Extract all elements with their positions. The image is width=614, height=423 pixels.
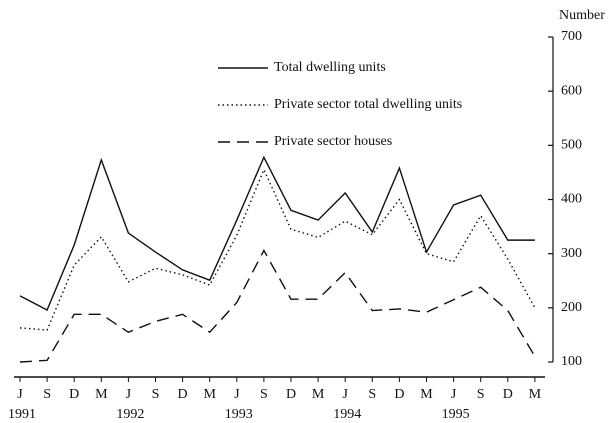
y-tick-label: 500: [561, 138, 582, 153]
x-tick-label: S: [43, 387, 51, 402]
x-tick-label: J: [451, 387, 457, 402]
x-tick-label: D: [286, 387, 296, 402]
y-tick-label: 200: [561, 300, 582, 315]
series-line: [19, 248, 536, 363]
legend-label: Total dwelling units: [274, 60, 386, 75]
x-tick-label: D: [394, 387, 404, 402]
x-tick-label: D: [178, 387, 188, 402]
x-tick-label: J: [126, 387, 132, 402]
y-axis-label: Number: [559, 8, 605, 23]
x-tick-label: S: [260, 387, 268, 402]
y-tick-label: 400: [561, 192, 582, 207]
x-tick-label: M: [95, 387, 108, 402]
series-line: [19, 155, 535, 311]
x-tick-label: J: [234, 387, 240, 402]
x-tick-label: J: [17, 387, 23, 402]
y-tick-label: 300: [561, 246, 582, 261]
x-tick-label: J: [342, 387, 348, 402]
x-tick-label: D: [503, 387, 513, 402]
x-tick-label: S: [152, 387, 160, 402]
series-line: [19, 167, 536, 331]
y-tick-label: 600: [561, 83, 582, 98]
legend-label: Private sector total dwelling units: [274, 97, 462, 112]
x-year-label: 1992: [116, 407, 144, 422]
x-tick-label: D: [69, 387, 79, 402]
legend-label: Private sector houses: [274, 134, 392, 149]
x-tick-label: M: [312, 387, 325, 402]
x-tick-label: M: [420, 387, 433, 402]
x-tick-label: M: [529, 387, 542, 402]
y-tick-label: 700: [561, 29, 582, 44]
y-tick-label: 100: [561, 354, 582, 369]
x-tick-label: S: [477, 387, 485, 402]
x-year-label: 1994: [333, 407, 361, 422]
x-year-label: 1991: [8, 407, 36, 422]
x-year-label: 1995: [442, 407, 470, 422]
x-year-label: 1993: [225, 407, 253, 422]
x-tick-label: M: [203, 387, 216, 402]
x-tick-label: S: [368, 387, 376, 402]
